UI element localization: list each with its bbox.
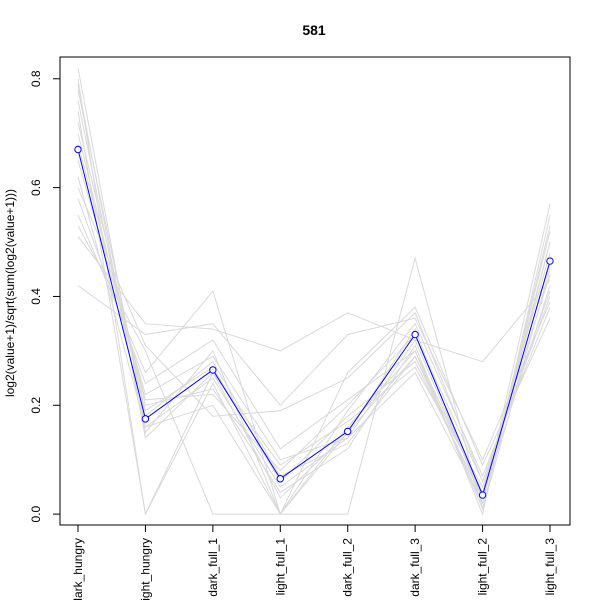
highlight-series-line [77, 149, 551, 497]
y-tick-label-0: 0.0 [29, 505, 43, 522]
background-series-line-1 [77, 67, 551, 500]
x-tick-label-dark_full_2: dark_full_2 [341, 538, 355, 597]
x-tick-label-light_full_1: light_full_1 [273, 538, 287, 596]
y-tick-label-3: 0.6 [29, 179, 43, 196]
background-series-line-10 [77, 176, 551, 516]
y-tick-label-1: 0.2 [29, 397, 43, 414]
highlight-point-dark_full_1 [209, 366, 217, 374]
x-tick-label-dark_full_3: dark_full_3 [408, 538, 422, 597]
background-series-group [77, 67, 551, 516]
highlight-point-light_full_1 [276, 475, 284, 483]
highlight-point-dark_full_2 [344, 427, 352, 436]
highlight-point-dark_hungry [74, 145, 82, 154]
chart-title: 581 [302, 22, 326, 38]
highlight-point-light_full_2 [478, 491, 487, 499]
x-tick-label-light_hungry: light_hungry [138, 538, 152, 600]
highlight-point-light_full_3 [546, 257, 554, 265]
highlight-point-dark_full_3 [411, 330, 419, 339]
background-series-line-16 [77, 187, 551, 483]
x-tick-label-dark_hungry: dark_hungry [71, 538, 85, 600]
background-series-line-13 [77, 225, 551, 515]
highlight-point-light_hungry [141, 415, 150, 423]
x-axis: dark_hungry light_hungry dark_full_1 light_… [71, 525, 557, 600]
plot-frame [59, 56, 571, 526]
background-series-line-17 [77, 84, 551, 505]
highlight-series-group [74, 145, 554, 499]
background-series-line-6 [77, 122, 551, 516]
y-axis: 0.0 0.2 0.4 0.6 0.8 [29, 70, 60, 522]
background-series-line-15 [77, 285, 551, 461]
x-tick-label-light_full_2: light_full_2 [476, 538, 490, 596]
y-tick-label-4: 0.8 [29, 70, 43, 87]
background-series-line-8 [77, 143, 551, 483]
y-axis-label: log2(value+1)/sqrt(sum(log2(value+1))) [3, 189, 17, 397]
background-series-line-12 [77, 214, 551, 515]
x-tick-label-light_full_3: light_full_3 [543, 538, 557, 596]
x-tick-label-dark_full_1: dark_full_1 [206, 538, 220, 597]
y-tick-label-2: 0.4 [29, 288, 43, 305]
background-series-line-9 [77, 160, 551, 505]
background-series-line-3 [77, 89, 551, 494]
background-series-line-14 [77, 236, 551, 363]
